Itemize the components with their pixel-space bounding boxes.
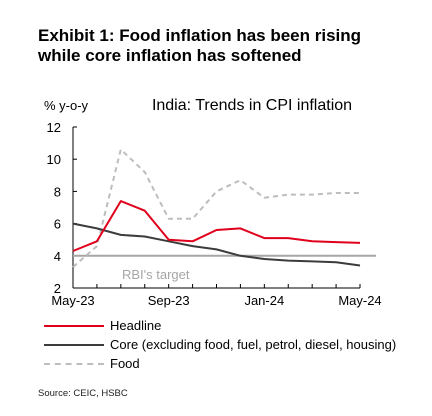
legend-label-food: Food: [110, 356, 140, 371]
y-tick-label: 10: [47, 152, 61, 167]
y-tick-label: 2: [54, 281, 61, 296]
series-headline: [72, 200, 361, 252]
legend-swatch-core: [44, 343, 104, 346]
x-tick-label: May-23: [51, 293, 94, 308]
y-tick-label: 12: [47, 120, 61, 135]
target-group: RBI's target: [73, 254, 376, 282]
y-tick-label: 8: [54, 184, 61, 199]
exhibit-title-line-2: while core inflation has softened: [38, 46, 302, 65]
y-axis-label: % y-o-y: [44, 98, 89, 113]
series-food: [72, 148, 360, 268]
legend-swatch-headline: [44, 324, 104, 327]
series-core: [72, 222, 361, 267]
exhibit-title-line-1: Exhibit 1: Food inflation has been risin…: [38, 26, 362, 45]
cpi-chart: % y-o-y India: Trends in CPI inflation 1…: [44, 97, 382, 308]
x-tick-label: May-24: [338, 293, 381, 308]
chart-title: India: Trends in CPI inflation: [152, 97, 352, 114]
exhibit-title: Exhibit 1: Food inflation has been risin…: [38, 26, 428, 66]
legend-item-food: Food: [44, 354, 396, 373]
y-tick-label: 4: [54, 249, 61, 264]
legend-item-core: Core (excluding food, fuel, petrol, dies…: [44, 335, 396, 354]
legend-swatch-food: [44, 362, 104, 365]
source-note: Source: CEIC, HSBC: [38, 388, 128, 399]
x-tick-label: Jan-24: [244, 293, 284, 308]
series-group: [72, 148, 361, 268]
legend-label-core: Core (excluding food, fuel, petrol, dies…: [110, 337, 397, 352]
x-tick-label: Sep-23: [148, 293, 190, 308]
target-label: RBI's target: [122, 267, 190, 282]
y-tick-label: 6: [54, 217, 61, 232]
legend: Headline Core (excluding food, fuel, pet…: [44, 316, 396, 373]
legend-label-headline: Headline: [110, 318, 162, 333]
legend-item-headline: Headline: [44, 316, 396, 335]
